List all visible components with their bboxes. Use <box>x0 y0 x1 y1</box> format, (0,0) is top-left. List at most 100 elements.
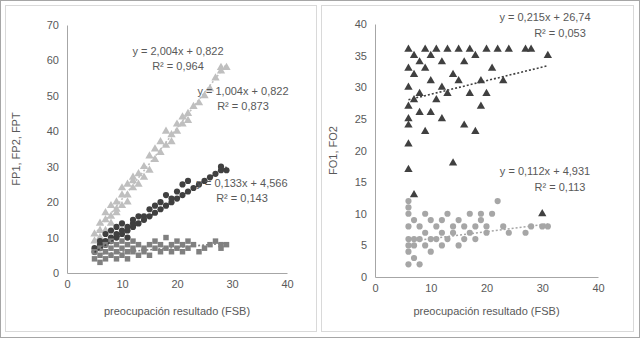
point <box>472 223 478 229</box>
point <box>114 256 119 261</box>
point <box>478 211 484 217</box>
tick-label: 20 <box>481 282 493 294</box>
tick: 40 <box>355 18 375 30</box>
tick: 20 <box>171 273 183 290</box>
point <box>405 204 411 210</box>
tick-label: 30 <box>47 161 59 173</box>
tick: 0 <box>372 277 378 294</box>
point <box>439 242 445 248</box>
point <box>410 51 418 58</box>
tick: 20 <box>355 145 375 157</box>
tick: 25 <box>355 113 375 125</box>
point <box>152 203 158 209</box>
point <box>495 198 501 204</box>
tick: 20 <box>481 277 493 294</box>
point <box>146 206 152 212</box>
point <box>461 236 467 242</box>
point <box>417 223 423 229</box>
point <box>125 242 130 247</box>
point <box>169 249 174 254</box>
point <box>107 219 115 226</box>
panel: 010203040010203040506070preocupación res… <box>6 6 317 332</box>
point <box>488 63 496 70</box>
point <box>223 167 229 173</box>
point <box>102 231 108 237</box>
point <box>404 101 412 108</box>
point <box>477 101 485 108</box>
tick: 10 <box>116 273 128 290</box>
point <box>157 199 163 205</box>
point <box>454 76 462 83</box>
point <box>405 249 411 255</box>
point <box>174 238 179 243</box>
point <box>101 208 109 215</box>
trendline <box>95 243 227 254</box>
point <box>113 224 119 230</box>
tick: 40 <box>47 125 67 137</box>
point <box>405 223 411 229</box>
x-axis: 010203040 <box>64 273 293 290</box>
tick: 30 <box>537 277 549 294</box>
point <box>135 213 141 219</box>
point <box>438 114 446 121</box>
tick: 5 <box>361 239 375 251</box>
tick: 20 <box>47 196 67 208</box>
point <box>477 76 485 83</box>
point <box>467 211 473 217</box>
tick: 0 <box>361 271 375 283</box>
tick: 35 <box>355 50 375 62</box>
point <box>522 230 528 236</box>
point <box>222 63 230 70</box>
point <box>224 242 229 247</box>
tick-label: 10 <box>47 232 59 244</box>
tick-label: 0 <box>53 267 59 279</box>
point <box>449 70 457 77</box>
point <box>185 178 191 184</box>
point <box>124 224 130 230</box>
point <box>123 197 131 204</box>
point <box>404 120 412 127</box>
point <box>97 260 102 265</box>
point <box>124 234 130 240</box>
point <box>405 261 411 267</box>
point <box>147 242 152 247</box>
point <box>421 127 429 134</box>
point <box>404 139 412 146</box>
point <box>471 51 479 58</box>
tick-label: 40 <box>47 125 59 137</box>
trendline <box>408 66 547 100</box>
panel-border <box>6 6 317 332</box>
point <box>405 211 411 217</box>
point <box>471 127 479 134</box>
point <box>147 253 152 258</box>
point <box>119 227 125 233</box>
point <box>433 223 439 229</box>
point <box>404 82 412 89</box>
point <box>472 236 478 242</box>
point <box>404 165 412 172</box>
point <box>168 196 174 202</box>
point <box>163 192 169 198</box>
point <box>152 245 157 250</box>
series <box>405 198 551 267</box>
point <box>456 217 462 223</box>
point <box>134 169 142 176</box>
axis-line <box>68 273 288 274</box>
trendline-equation: y = 0,215x + 26,74 <box>499 11 590 23</box>
tick-label: 70 <box>47 19 59 31</box>
point <box>439 230 445 236</box>
point <box>417 261 423 267</box>
tick: 40 <box>592 277 604 294</box>
tick: 30 <box>47 161 67 173</box>
x-axis: 010203040 <box>372 277 604 294</box>
point <box>411 217 417 223</box>
point <box>427 76 435 83</box>
trendline-equation: y = 0,133x + 4,566 <box>196 177 287 189</box>
point <box>179 181 185 187</box>
series <box>92 235 229 265</box>
tick: 0 <box>64 273 70 290</box>
series <box>404 44 552 216</box>
x-axis-title: preocupación resultado (FSB) <box>413 305 559 317</box>
point <box>444 211 450 217</box>
point <box>432 95 440 102</box>
